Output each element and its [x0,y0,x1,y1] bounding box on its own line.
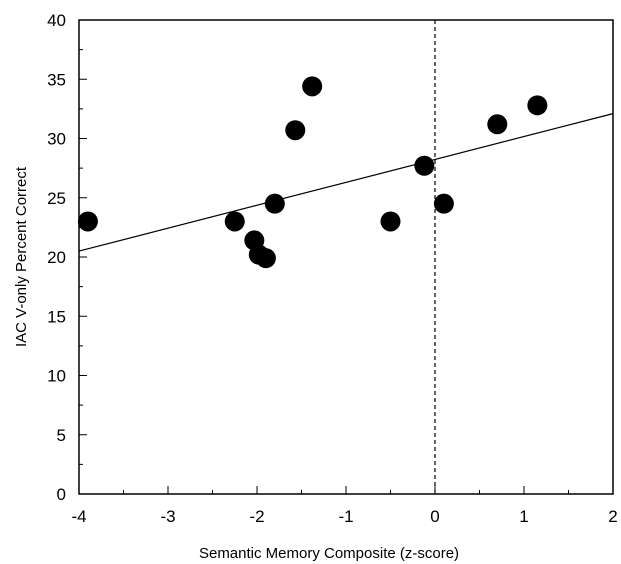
x-tick-label: 2 [608,507,617,526]
y-tick-label: 25 [47,189,66,208]
data-point [487,114,508,135]
y-tick-label: 15 [47,307,66,326]
x-tick-label: -1 [338,507,353,526]
data-point [414,155,435,176]
data-point [224,211,245,232]
y-tick-label: 20 [47,248,66,267]
plot-frame [78,19,614,495]
y-tick-label: 40 [47,11,66,30]
data-point [285,120,306,141]
y-tick-label: 30 [47,130,66,149]
data-point [77,211,98,232]
data-point [255,248,276,269]
y-axis-title: IAC V-only Percent Correct [13,166,30,347]
y-tick-label: 0 [57,485,66,504]
x-tick-label: -3 [160,507,175,526]
data-point [433,193,454,214]
y-tick-label: 35 [47,70,66,89]
x-tick-label: -2 [249,507,264,526]
x-tick-label: 1 [519,507,528,526]
data-point [264,193,285,214]
data-point [380,211,401,232]
regression-line [78,113,614,252]
x-tick-label: -4 [71,507,86,526]
x-axis-title: Semantic Memory Composite (z-score) [199,545,459,562]
x-tick-label: 0 [430,507,439,526]
data-point [302,76,323,97]
y-tick-label: 5 [57,426,66,445]
y-tick-label: 10 [47,367,66,386]
data-point [527,95,548,116]
